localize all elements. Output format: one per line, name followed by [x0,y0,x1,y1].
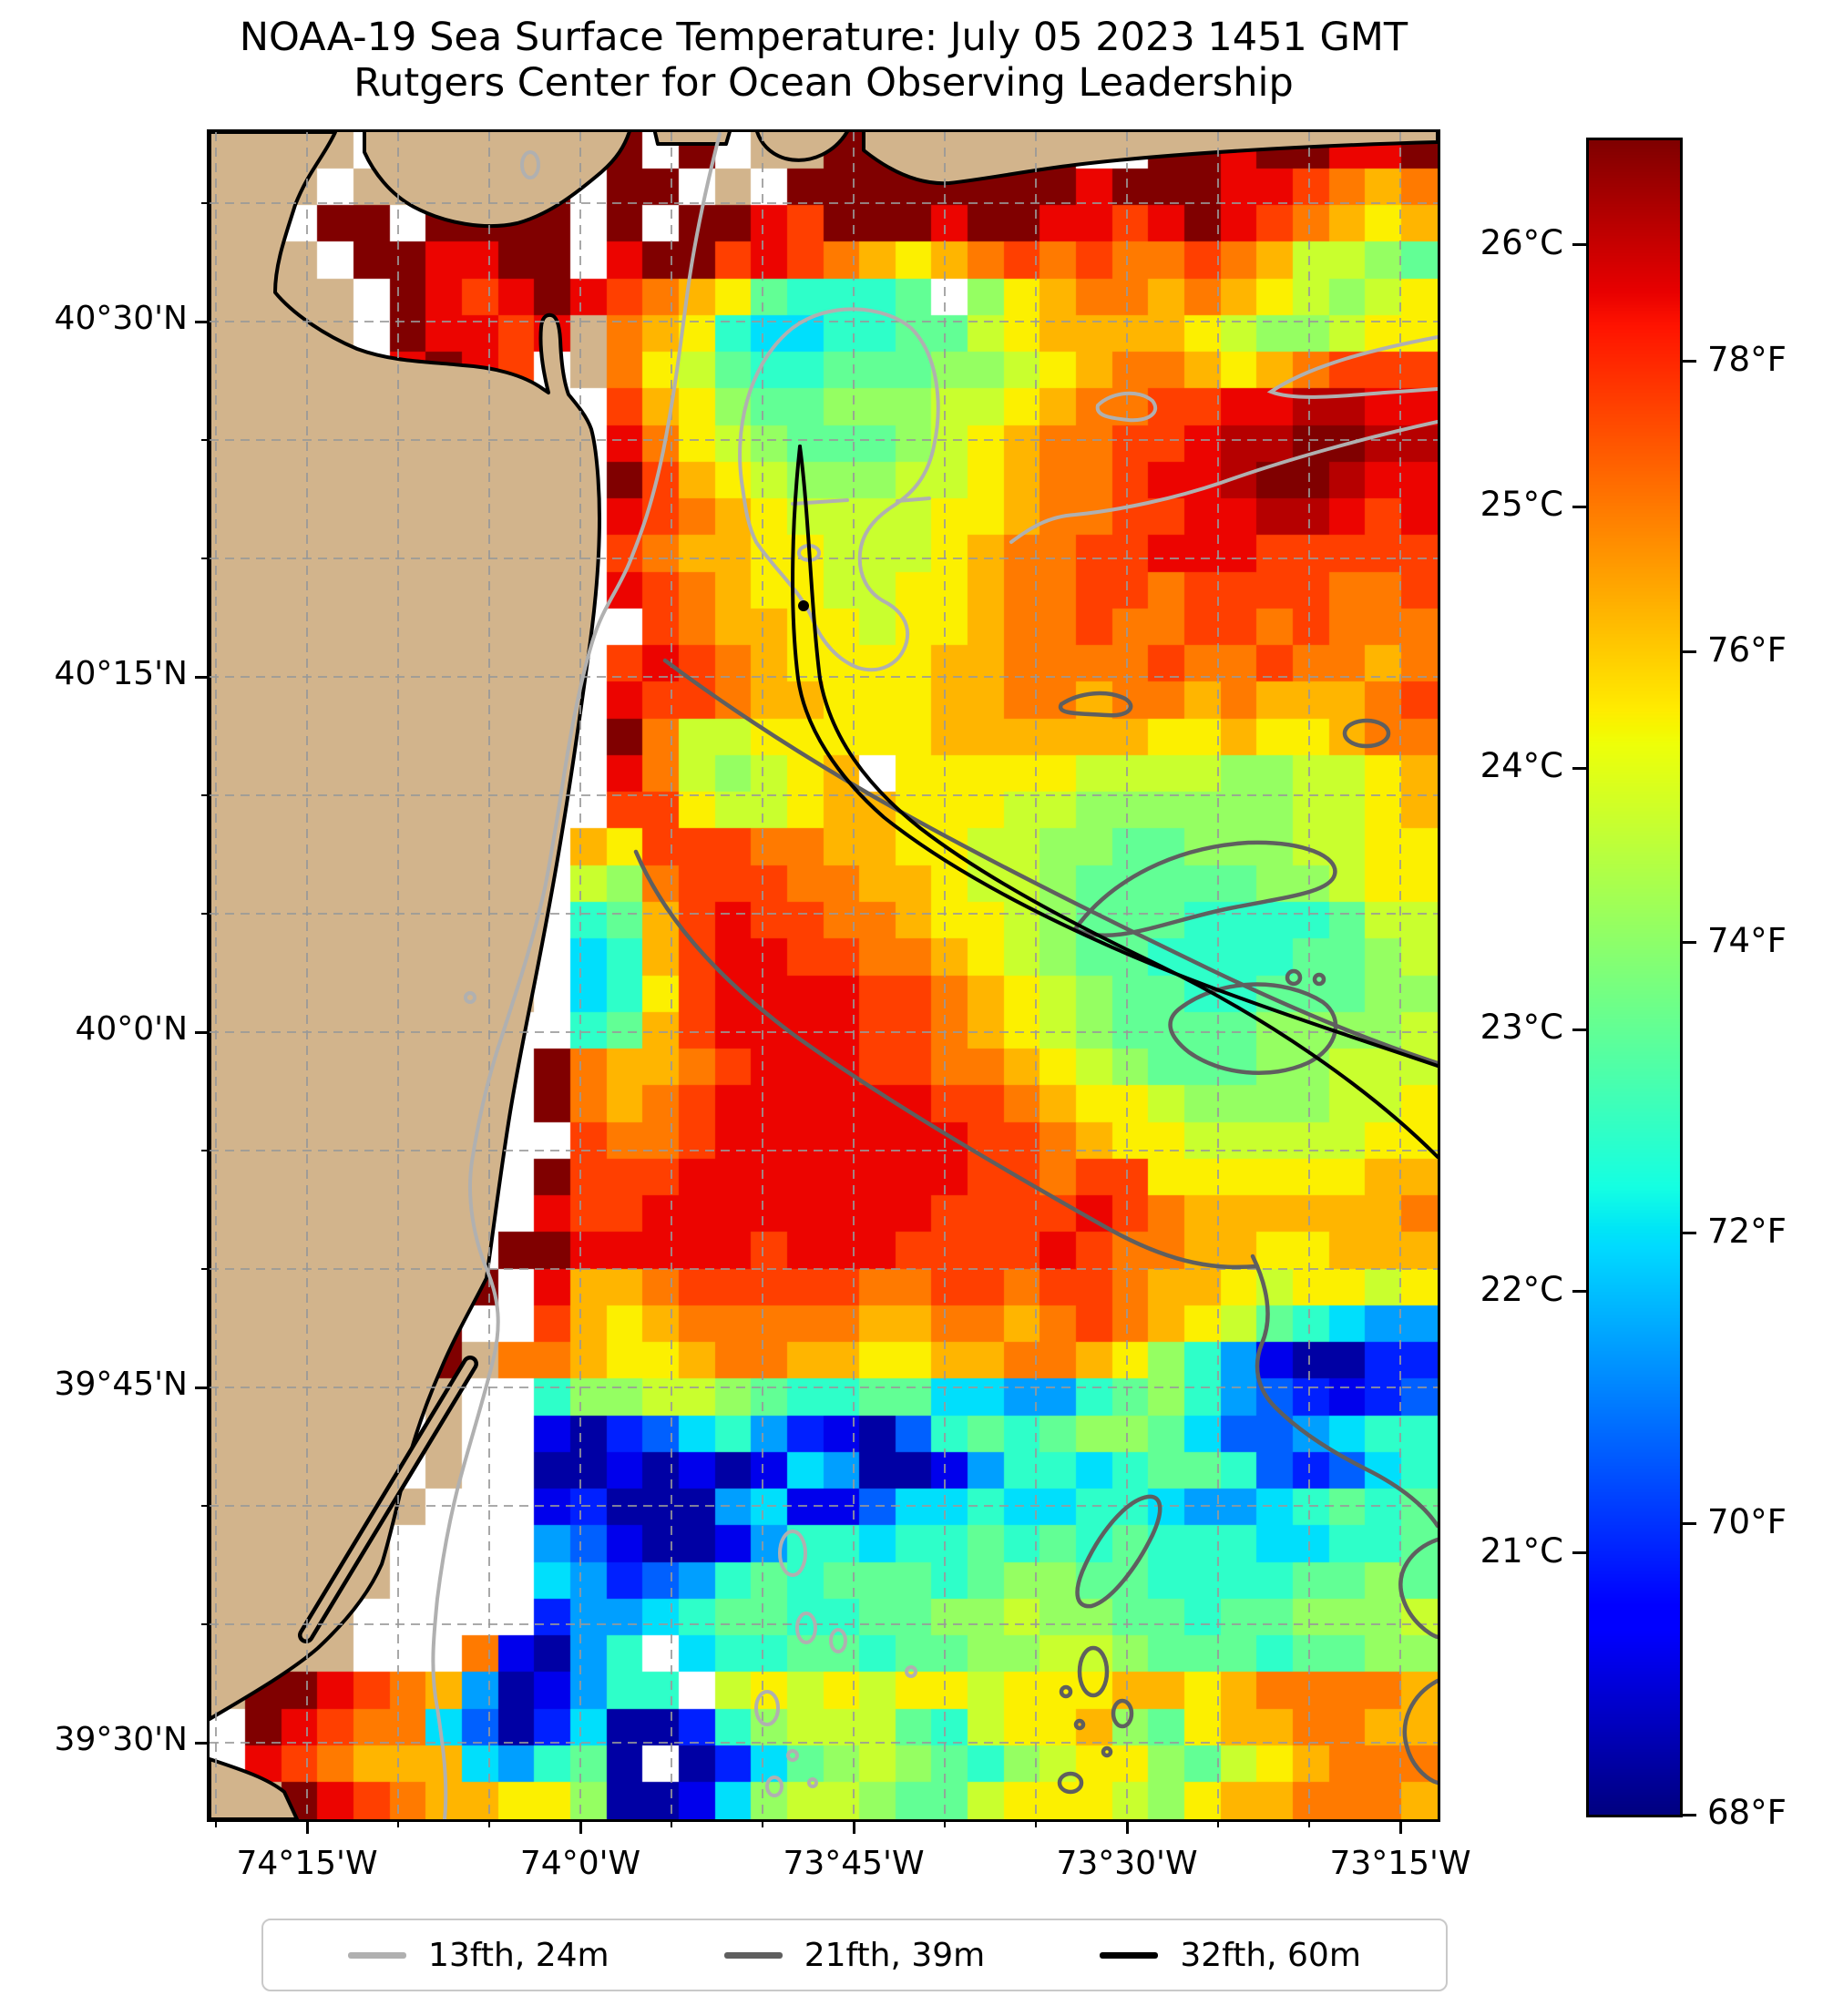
axis-tick [201,1268,210,1270]
legend-label-21fth: 21fth, 39m [804,1936,986,1974]
colorbar-label-fahrenheit: 68°F [1707,1793,1787,1832]
axis-tick [1217,1819,1219,1827]
colorbar-label-fahrenheit: 70°F [1707,1501,1787,1541]
axis-tick [195,1386,210,1389]
axis-tick [852,1819,855,1834]
axis-tick [1308,1819,1310,1827]
x-axis-label: 74°15'W [236,1845,378,1882]
axis-tick [195,1030,210,1034]
chart-title: NOAA-19 Sea Surface Temperature: July 05… [239,15,1408,60]
axis-tick [397,1819,399,1827]
legend-line-13fth-swatch [348,1951,407,1959]
bathymetry-legend: 13fth, 24m 21fth, 39m 32fth, 60m [261,1919,1448,1991]
colorbar-tick [1680,360,1696,363]
colorbar-tick [1572,1028,1589,1031]
legend-label-13fth: 13fth, 24m [428,1936,609,1974]
colorbar-label-fahrenheit: 78°F [1707,339,1787,379]
y-axis-label: 39°45'N [54,1366,188,1403]
y-axis-label: 40°15'N [54,655,188,692]
colorbar-label-celsius: 21°C [1480,1530,1563,1571]
axis-tick [1398,1819,1402,1834]
colorbar-tick [1572,766,1589,770]
axis-tick [215,1819,217,1827]
axis-tick [201,1505,210,1507]
x-axis-label: 73°45'W [783,1845,925,1882]
y-axis-label: 39°30'N [54,1721,188,1758]
legend-line-32fth-swatch [1100,1951,1159,1959]
legend-item-21fth: 21fth, 39m [723,1936,986,1974]
axis-tick [1125,1819,1129,1834]
x-axis-label: 73°30'W [1056,1845,1198,1882]
axis-tick [201,558,210,559]
map-plot-area [207,129,1440,1822]
axis-tick [195,320,210,323]
colorbar-label-fahrenheit: 72°F [1707,1211,1787,1251]
axis-tick [762,1819,763,1827]
axis-tick [1035,1819,1037,1827]
colorbar-label-celsius: 25°C [1480,485,1563,525]
x-axis-label: 73°15'W [1329,1845,1471,1882]
colorbar-gradient-canvas [1589,140,1680,1815]
colorbar-tick [1680,1232,1696,1235]
axis-tick [201,794,210,796]
sst-heatmap-canvas [210,132,1438,1819]
colorbar-label-celsius: 26°C [1480,222,1563,262]
colorbar-tick [1680,1522,1696,1526]
colorbar-tick [1572,1551,1589,1555]
colorbar-label-celsius: 24°C [1480,746,1563,786]
axis-tick [201,1150,210,1151]
colorbar-tick [1680,650,1696,654]
axis-tick [579,1819,582,1834]
axis-tick [201,1623,210,1625]
legend-item-32fth: 32fth, 60m [1100,1937,1361,1974]
legend-item-13fth: 13fth, 24m [348,1937,609,1974]
colorbar [1586,138,1683,1817]
colorbar-label-celsius: 22°C [1480,1269,1563,1309]
colorbar-tick [1572,243,1589,247]
axis-tick [671,1819,672,1827]
colorbar-tick [1680,941,1696,945]
axis-tick [944,1819,946,1827]
legend-label-32fth: 32fth, 60m [1180,1936,1361,1974]
axis-tick [195,1741,210,1745]
y-axis-label: 40°30'N [54,300,188,337]
colorbar-label-celsius: 23°C [1480,1008,1563,1048]
axis-tick [488,1819,490,1827]
axis-tick [201,913,210,915]
axis-tick [201,202,210,204]
axis-tick [195,675,210,679]
colorbar-tick [1680,1813,1696,1816]
y-axis-label: 40°0'N [75,1010,188,1048]
axis-tick [201,439,210,441]
colorbar-label-fahrenheit: 74°F [1707,920,1787,960]
colorbar-tick [1572,1290,1589,1294]
colorbar-label-fahrenheit: 76°F [1707,629,1787,670]
legend-line-21fth-swatch [723,1951,783,1959]
colorbar-tick [1572,505,1589,508]
axis-tick [305,1819,309,1834]
chart-subtitle: Rutgers Center for Ocean Observing Leade… [353,60,1294,106]
x-axis-label: 74°0'W [519,1845,641,1882]
